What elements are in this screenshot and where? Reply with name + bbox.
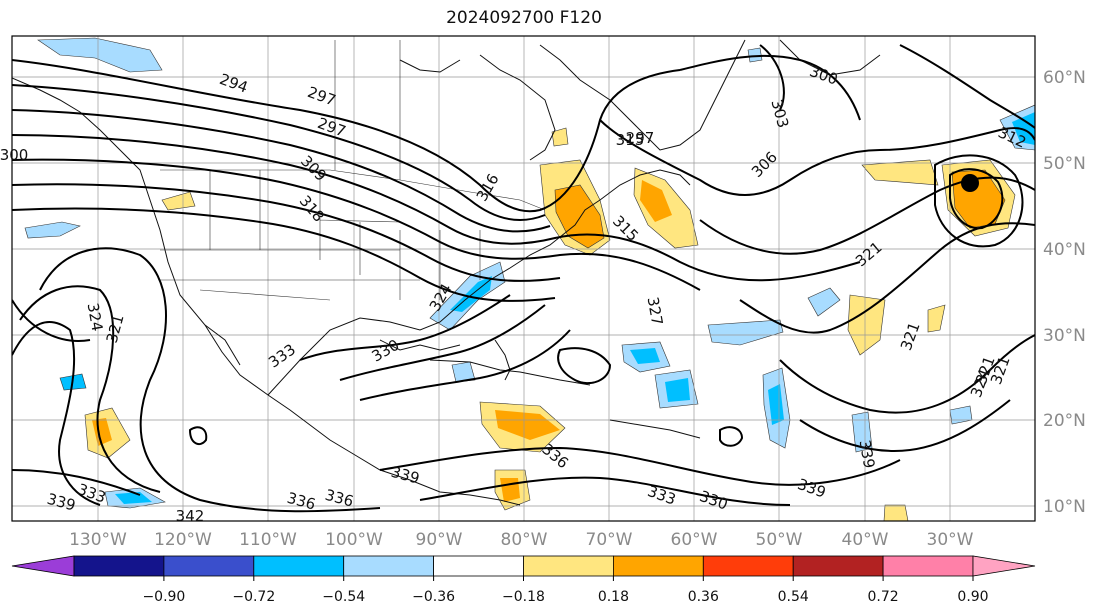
colorbar-bin — [792, 555, 884, 577]
colorbar-bin — [253, 555, 345, 577]
contour-label: 339 — [856, 438, 879, 469]
colorbar-tick-label: 0.54 — [778, 589, 809, 605]
contour-label: 297 — [626, 129, 655, 147]
colorbar-tick-labels: −0.90 −0.72 −0.54 −0.36 −0.18 0.18 0.36 0.54 0.7… — [142, 576, 989, 605]
colorbar-tick-label: 0.18 — [598, 589, 629, 605]
shade-atlantic-blue-4-dark — [665, 378, 690, 402]
shade-south-yellow — [883, 504, 909, 521]
shade-newengland-orange — [554, 184, 605, 249]
contour-label: 324 — [84, 301, 107, 332]
colorbar-high-extend — [972, 555, 1036, 577]
colorbar-tick-label: −0.36 — [412, 589, 455, 605]
lon-tick-label: 80°W — [501, 530, 548, 550]
shade-central-atlantic-blue-dark — [768, 384, 784, 425]
contour-label: 300 — [0, 146, 28, 164]
shade-atlantic-blue-2 — [807, 287, 841, 317]
colorbar-tick-label: −0.72 — [232, 589, 275, 605]
lon-tick-labels: 130°W 120°W 110°W 100°W 90°W 80°W 70°W 6… — [69, 530, 974, 550]
lat-tick-label: 10°N — [1043, 497, 1086, 517]
lat-tick-label: 30°N — [1043, 326, 1086, 346]
colorbar-bins — [73, 555, 974, 577]
colorbar-tick-label: 0.36 — [688, 589, 719, 605]
lon-tick-label: 70°W — [586, 530, 633, 550]
shade-southpacific-blue-dark — [115, 492, 152, 504]
lon-tick-label: 30°W — [927, 530, 974, 550]
shade-gulf-blue-dark — [450, 276, 492, 312]
colorbar-bin — [882, 555, 974, 577]
graticule — [12, 36, 1035, 521]
colorbar-tick-label: 0.90 — [957, 589, 988, 605]
shade-sw-atlantic-yellow — [851, 411, 873, 453]
colorbar-low-extend — [11, 555, 75, 577]
lon-tick-label: 60°W — [671, 530, 718, 550]
coastlines — [12, 39, 881, 506]
lon-tick-label: 110°W — [239, 530, 297, 550]
lon-tick-label: 120°W — [154, 530, 212, 550]
lon-tick-label: 40°W — [842, 530, 889, 550]
lon-tick-label: 100°W — [325, 530, 383, 550]
colorbar-bin — [613, 555, 704, 577]
colorbar-bin — [343, 555, 435, 577]
shade-east-atlantic-yellow — [847, 294, 886, 356]
colorbar: −0.90 −0.72 −0.54 −0.36 −0.18 0.18 0.36 0.54 0.7… — [11, 555, 1036, 605]
shade-east-atlantic-yellow-2 — [927, 304, 946, 333]
lat-tick-label: 40°N — [1043, 240, 1086, 260]
shade-atlantic-blue-3-dark — [630, 348, 660, 364]
lat-tick-label: 60°N — [1043, 68, 1086, 88]
colorbar-bin — [433, 555, 524, 577]
colorbar-tick-label: −0.54 — [322, 589, 365, 605]
colorbar-tick-label: 0.72 — [868, 589, 899, 605]
black-dot-marker — [961, 174, 979, 192]
lat-tick-labels: 60°N 50°N 40°N 30°N 20°N 10°N — [1043, 68, 1086, 517]
shade-bahamas-blue — [451, 361, 476, 383]
shade-pacific-blue — [24, 221, 81, 239]
lon-tick-label: 50°W — [756, 530, 803, 550]
lon-tick-label: 130°W — [69, 530, 127, 550]
contours — [12, 44, 1035, 513]
shade-atlantic-blue — [707, 319, 784, 346]
shade-iceland-blue-dark — [1012, 112, 1035, 145]
map-frame — [11, 35, 1036, 522]
lon-tick-label: 90°W — [416, 530, 463, 550]
shade-east-atlantic-yellow-3 — [861, 159, 939, 186]
contour-label: 327 — [644, 295, 667, 326]
shade-alaska-blue — [37, 37, 163, 73]
shade-maritime-orange — [640, 180, 672, 222]
colorbar-bin — [702, 555, 794, 577]
lat-tick-label: 20°N — [1043, 411, 1086, 431]
map-title: 2024092700 F120 — [446, 8, 602, 28]
shade-labrador-yellow — [551, 127, 569, 147]
colorbar-tick-label: −0.90 — [142, 589, 185, 605]
colorbar-bin — [73, 555, 165, 577]
lat-tick-label: 50°N — [1043, 154, 1086, 174]
colorbar-bin — [523, 555, 614, 577]
contour-label: 315 — [616, 131, 645, 149]
colorbar-tick-label: −0.18 — [502, 589, 545, 605]
contour-label: 342 — [176, 507, 205, 525]
shade-greenland-blue — [747, 47, 763, 63]
shade-caribbean-orange — [495, 410, 560, 440]
shade-pacific-yellow — [161, 191, 196, 211]
colorbar-bin — [163, 555, 255, 577]
